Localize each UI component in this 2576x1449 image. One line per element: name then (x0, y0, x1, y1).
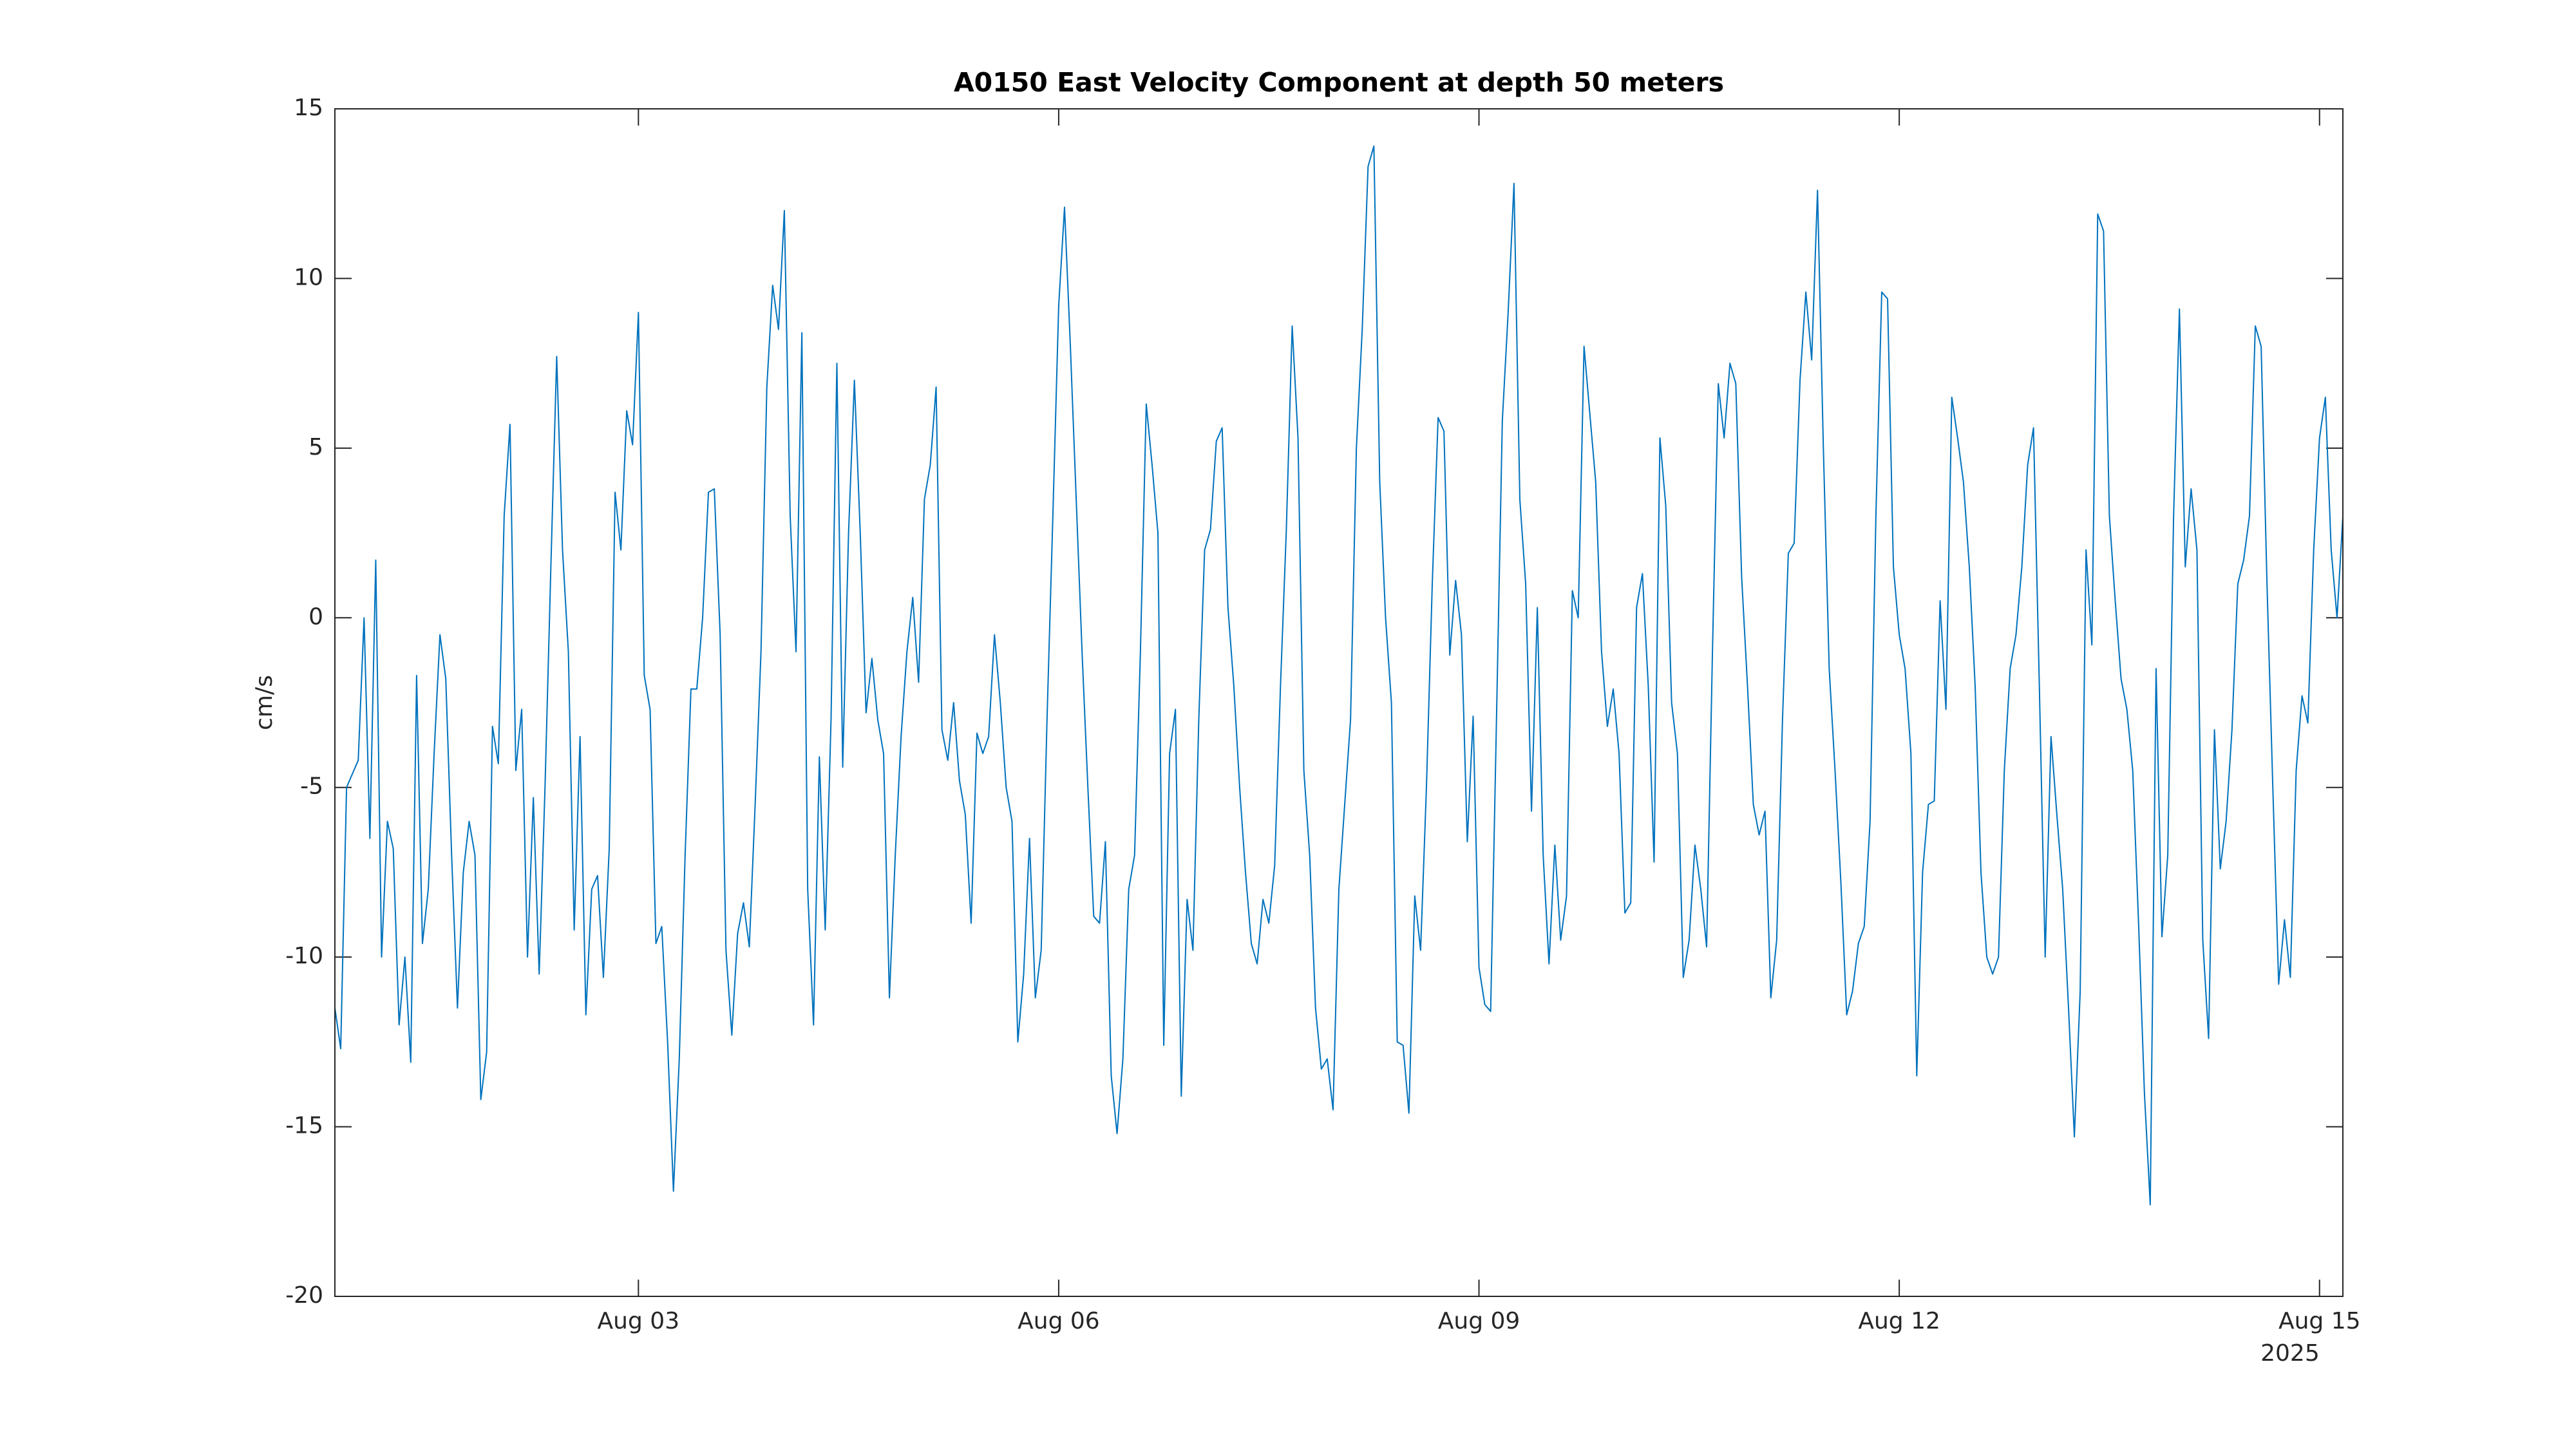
data-line (334, 145, 2344, 1206)
y-tick-label: 10 (294, 264, 323, 290)
y-tick-label: -10 (285, 943, 323, 969)
x-tick-label: Aug 06 (1018, 1308, 1100, 1334)
y-tick-label: -5 (300, 773, 323, 800)
y-tick-label: -20 (285, 1282, 323, 1309)
x-tick-label: Aug 09 (1438, 1308, 1520, 1334)
y-axis-label: cm/s (251, 675, 278, 730)
chart-title: A0150 East Velocity Component at depth 5… (954, 67, 1724, 98)
x-tick-label: Aug 12 (1858, 1308, 1940, 1334)
y-tick-label: 15 (294, 95, 323, 121)
axes-box (334, 108, 2344, 1297)
y-tick-label: 0 (308, 603, 323, 630)
x-axis-year: 2025 (2260, 1340, 2320, 1367)
x-tick-label: Aug 15 (2278, 1308, 2361, 1334)
y-tick-label: 5 (308, 434, 323, 460)
y-tick-label: -15 (285, 1113, 323, 1139)
x-tick-label: Aug 03 (598, 1308, 680, 1334)
